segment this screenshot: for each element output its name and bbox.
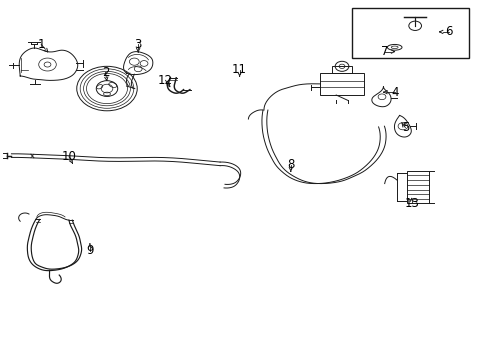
Bar [331, 66, 351, 73]
Text: 2: 2 [102, 66, 109, 79]
Bar [351, 8, 468, 58]
Text: 10: 10 [61, 150, 76, 163]
Text: 12: 12 [158, 74, 173, 87]
Bar [319, 73, 364, 95]
Text: 11: 11 [232, 63, 246, 76]
Text: 1: 1 [38, 38, 45, 51]
Text: 13: 13 [404, 197, 418, 210]
Text: 8: 8 [286, 158, 294, 171]
Bar [406, 171, 427, 203]
Text: 6: 6 [445, 26, 452, 39]
Text: 4: 4 [390, 86, 398, 99]
Text: 3: 3 [134, 38, 142, 51]
Text: 5: 5 [401, 121, 408, 134]
Text: 9: 9 [86, 244, 94, 257]
Text: 7: 7 [381, 45, 388, 58]
